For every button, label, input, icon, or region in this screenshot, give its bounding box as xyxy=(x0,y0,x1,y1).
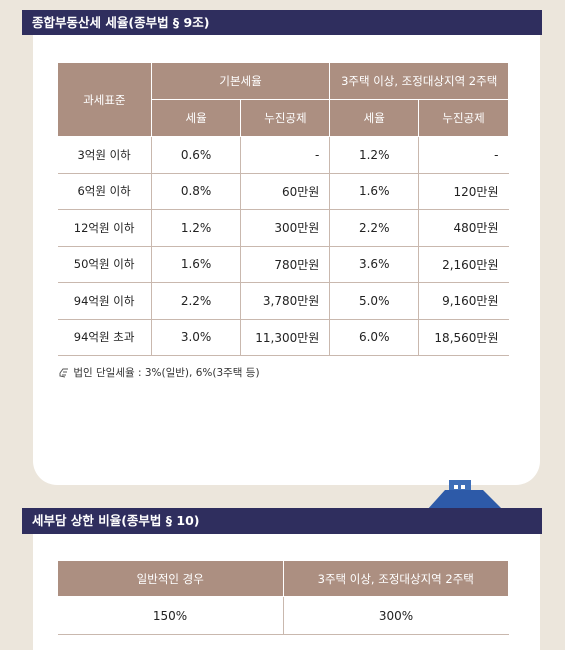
table-cell: 5.0% xyxy=(329,282,419,320)
section-title: 세부담 상한 비율(종부법 § 10) xyxy=(22,508,542,534)
table-cell: 3,780만원 xyxy=(240,282,330,320)
table-cell: 94억원 초과 xyxy=(57,319,152,356)
table-body: 150% 300% xyxy=(57,596,509,635)
table-cell: 60만원 xyxy=(240,173,330,210)
header-cell: 세율 xyxy=(150,99,242,137)
header-cell: 누진공제 xyxy=(418,99,509,137)
tax-table: 과세표준 기본세율 3주택 이상, 조정대상지역 2주택 세율 누진공제 세율 … xyxy=(57,62,509,356)
table-cell: 9,160만원 xyxy=(418,282,509,320)
table-row: 50억원 이하 1.6% 780만원 3.6% 2,160만원 xyxy=(57,246,509,283)
table-cell: 2.2% xyxy=(329,209,419,247)
header-cell: 누진공제 xyxy=(240,99,331,137)
table-cell: 50억원 이하 xyxy=(57,246,152,283)
table-cell: 1.6% xyxy=(150,246,241,283)
table-cell: 150% xyxy=(57,596,283,635)
table-cell: 6억원 이하 xyxy=(57,173,152,210)
note: 법인 단일세율 : 3%(일반), 6%(3주택 등) xyxy=(58,365,260,380)
header-cell: 과세표준 xyxy=(57,62,152,137)
table-row: 94억원 이하 2.2% 3,780만원 5.0% 9,160만원 xyxy=(57,282,509,320)
header-row: 세율 누진공제 세율 누진공제 xyxy=(58,99,509,137)
table-body: 3억원 이하 0.6% -1.2% -6억원 이하 0.8% 60만원 1.6% 120만원 1… xyxy=(57,136,509,356)
header-row: 과세표준 기본세율 3주택 이상, 조정대상지역 2주택 xyxy=(57,62,509,137)
table-row: 94억원 초과 3.0% 11,300만원 6.0% 18,560만원 xyxy=(57,319,509,356)
table-cell: 0.8% xyxy=(150,173,241,210)
table-header: 과세표준 기본세율 3주택 이상, 조정대상지역 2주택 세율 누진공제 세율 … xyxy=(57,62,509,137)
table-cell: 11,300만원 xyxy=(240,319,330,356)
table-cell: 300만원 xyxy=(240,209,330,247)
note-text: 법인 단일세율 : 3%(일반), 6%(3주택 등) xyxy=(73,367,260,379)
table-cell: 94억원 이하 xyxy=(57,282,152,320)
header-cell: 3주택 이상, 조정대상지역 2주택 xyxy=(329,62,509,100)
table-cell: 3억원 이하 xyxy=(57,136,152,174)
table-row: 6억원 이하 0.8% 60만원 1.6% 120만원 xyxy=(57,173,509,210)
table-cell: 780만원 xyxy=(240,246,330,283)
table-cell: 2.2% xyxy=(150,282,241,320)
table-cell: 1.2% xyxy=(150,209,241,247)
table-cell: 1.2% xyxy=(329,136,419,174)
table-cell: 120만원 xyxy=(418,173,509,210)
table-cell: 18,560만원 xyxy=(418,319,509,356)
table-cell: 12억원 이하 xyxy=(57,209,152,247)
header-cell: 기본세율 xyxy=(150,62,331,100)
table-row: 12억원 이하 1.2% 300만원 2.2% 480만원 xyxy=(57,209,509,247)
table-cell: - xyxy=(418,136,509,174)
cap-table: 일반적인 경우 3주택 이상, 조정대상지역 2주택 150% 300% xyxy=(57,560,509,635)
section-title: 종합부동산세 세율(종부법 § 9조) xyxy=(22,10,542,35)
table-cell: 6.0% xyxy=(329,319,419,356)
table-row: 3억원 이하 0.6% -1.2% - xyxy=(57,136,509,174)
table-cell: 3.6% xyxy=(329,246,419,283)
table-cell: 300% xyxy=(282,596,509,635)
table-cell: 2,160만원 xyxy=(418,246,509,283)
table-row: 150% 300% xyxy=(57,596,509,635)
header-cell: 일반적인 경우 xyxy=(57,560,284,597)
header-cell: 세율 xyxy=(329,99,420,137)
table-cell: 0.6% xyxy=(150,136,241,174)
hand-icon xyxy=(59,368,68,378)
table-cell: - xyxy=(240,136,330,174)
header-cell: 3주택 이상, 조정대상지역 2주택 xyxy=(282,560,509,597)
table-cell: 1.6% xyxy=(329,173,419,210)
table-cell: 3.0% xyxy=(150,319,241,356)
table-cell: 480만원 xyxy=(418,209,509,247)
header-row: 일반적인 경우 3주택 이상, 조정대상지역 2주택 xyxy=(57,560,509,597)
